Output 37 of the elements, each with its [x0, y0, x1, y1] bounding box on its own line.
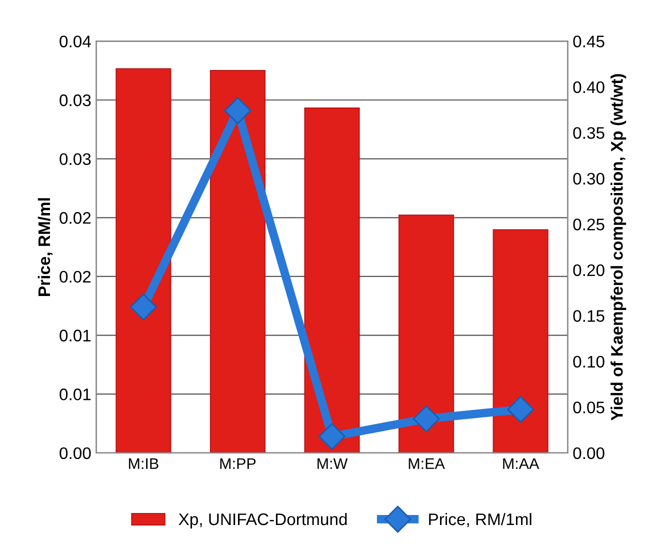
y2-tick-label: 0.10 — [573, 356, 604, 368]
y-tick-label: 0.01 — [60, 388, 91, 400]
y-tick-label: 0.00 — [60, 447, 91, 460]
legend-label: Xp, UNIFAC-Dortmund — [178, 512, 347, 529]
y2-tick-label: 0.45 — [573, 36, 604, 48]
y2-tick-label: 0.25 — [573, 218, 604, 230]
y2-tick-label: 0.00 — [573, 447, 604, 460]
bar — [398, 214, 454, 453]
legend-label: Price, RM/1ml — [429, 512, 532, 528]
point — [224, 97, 252, 124]
bar — [304, 108, 360, 453]
y2-tick-label: 0.05 — [573, 402, 604, 414]
point — [130, 294, 157, 321]
y-tick-label: 0.03 — [60, 94, 91, 106]
x-tick-label: M:IB — [128, 458, 158, 469]
bar — [492, 229, 548, 453]
y2-tick-label: 0.35 — [573, 127, 604, 139]
y2-tick-label: 0.40 — [573, 81, 604, 94]
y-tick-label: 0.04 — [60, 36, 91, 48]
point — [412, 405, 440, 432]
y2-axis-title: Yield of Kaempferol composition, Xp (wt/wt) — [610, 74, 626, 421]
bar — [210, 70, 266, 453]
x-tick-label: M:W — [318, 458, 348, 469]
y-tick-label: 0.01 — [60, 330, 91, 342]
y-tick-label: 0.03 — [60, 153, 91, 166]
point — [507, 396, 534, 423]
bar — [116, 68, 172, 453]
x-tick-label: M:PP — [220, 458, 256, 469]
x-tick-label: M:EA — [408, 458, 445, 469]
y-tick-label: 0.02 — [60, 212, 91, 224]
x-tick-label: M:AA — [503, 458, 540, 469]
y2-tick-label: 0.30 — [573, 172, 604, 185]
y-tick-label: 0.02 — [60, 270, 91, 283]
point — [318, 422, 346, 450]
y2-tick-label: 0.15 — [573, 310, 604, 322]
y-axis-title: Price, RM/ml — [38, 198, 53, 296]
y2-tick-label: 0.20 — [573, 264, 604, 276]
